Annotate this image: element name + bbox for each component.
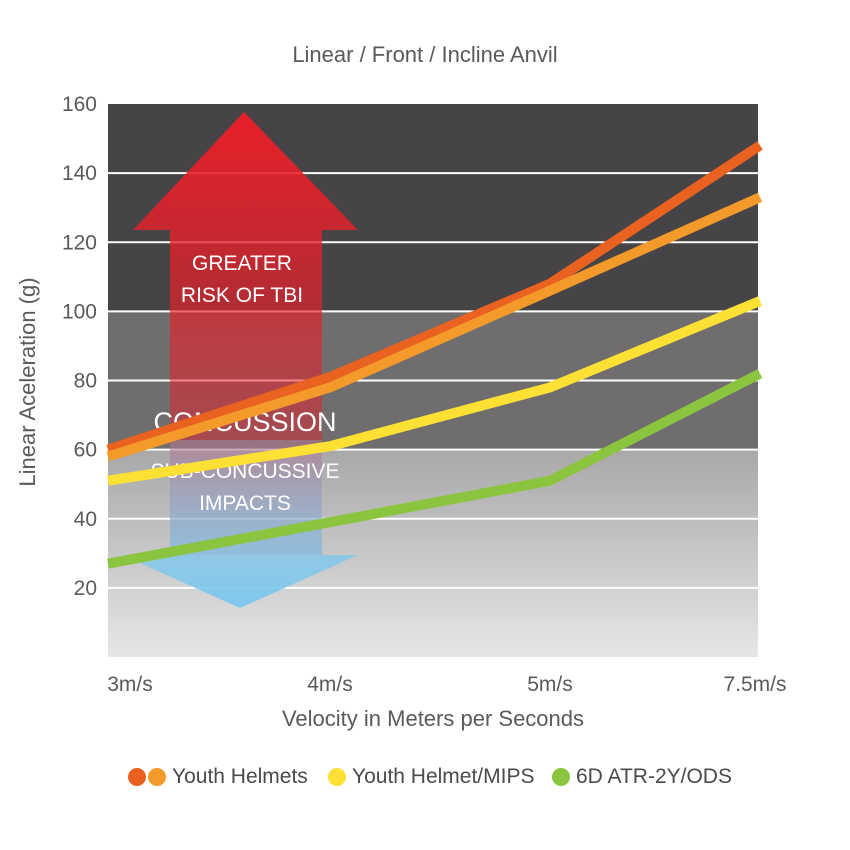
x-tick-label: 7.5m/s (723, 673, 786, 696)
x-tick-label: 5m/s (527, 673, 573, 696)
series-line (107, 296, 762, 486)
x-tick-label: 3m/s (107, 673, 153, 696)
y-tick-label: 80 (74, 370, 97, 393)
legend-label: Youth Helmets (172, 765, 308, 788)
legend-item-youth-helmet-mips: Youth Helmet/MIPS (328, 762, 534, 792)
legend-dot-icon (128, 768, 146, 786)
y-tick-label: 40 (74, 508, 97, 531)
x-axis-label: Velocity in Meters per Seconds (281, 706, 585, 731)
legend-item-6d-atr: 6D ATR-2Y/ODS (552, 762, 732, 792)
legend-label: 6D ATR-2Y/ODS (576, 765, 732, 788)
zone-label: IMPACTS (199, 492, 291, 515)
y-tick-label: 160 (62, 93, 97, 116)
legend: Youth Helmets Youth Helmet/MIPS 6D ATR-2… (0, 762, 850, 792)
legend-dot-icon (148, 768, 166, 786)
y-tick-label: 100 (62, 300, 97, 323)
risk-down-arrow (122, 440, 358, 608)
legend-label: Youth Helmet/MIPS (352, 765, 535, 788)
y-tick-label: 60 (74, 439, 97, 462)
zone-label: RISK OF TBI (181, 284, 303, 307)
chart-title: Linear / Front / Incline Anvil (292, 42, 558, 67)
y-axis-label: Linear Aceleration (g) (15, 277, 40, 487)
y-tick-label: 140 (62, 162, 97, 185)
series-line (107, 369, 763, 569)
y-tick-label: 20 (74, 577, 97, 600)
legend-dot-icon (552, 768, 570, 786)
x-tick-label: 4m/s (307, 673, 353, 696)
series-line (106, 192, 763, 462)
legend-item-youth-helmets: Youth Helmets (128, 762, 308, 792)
series-line (106, 141, 763, 455)
y-tick-label: 120 (62, 231, 97, 254)
zone-label: GREATER (192, 252, 292, 275)
legend-dot-icon (328, 768, 346, 786)
